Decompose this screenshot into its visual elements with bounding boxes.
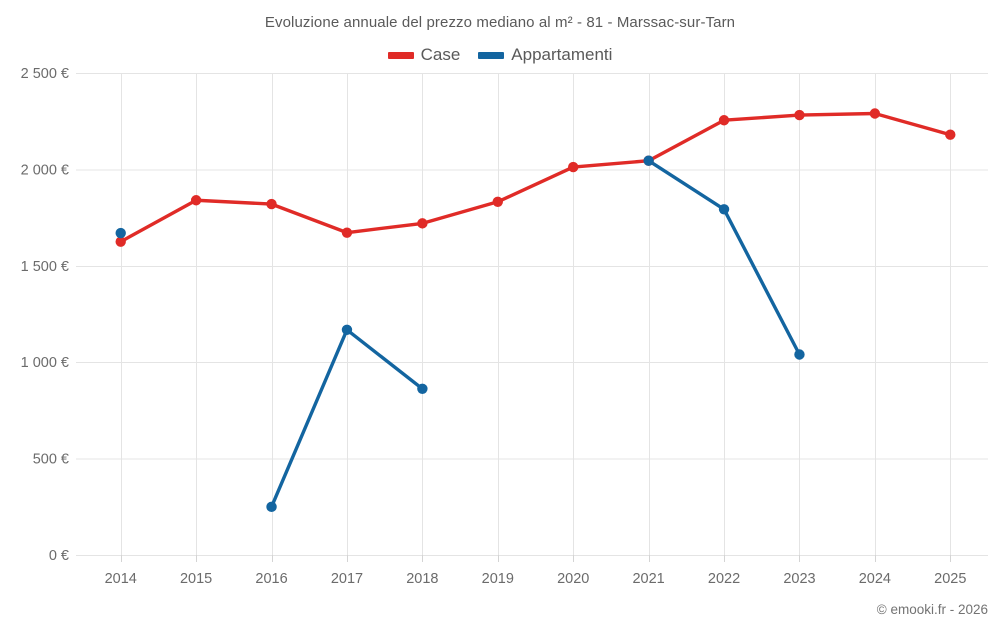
data-point-case-2014[interactable] <box>115 236 126 247</box>
x-tick-label: 2014 <box>105 571 137 587</box>
x-tick-label: 2024 <box>859 571 891 587</box>
data-point-case-2015[interactable] <box>190 195 202 206</box>
data-point-appartamenti-2016[interactable] <box>266 501 277 512</box>
copyright-credit: © emooki.fr - 2026 <box>876 602 988 617</box>
data-point-case-2023[interactable] <box>794 109 805 121</box>
x-tick-label: 2015 <box>180 571 212 587</box>
y-tick-label: 1 000 € <box>21 355 69 371</box>
x-tick-label: 2016 <box>255 571 287 587</box>
x-tick-label: 2017 <box>331 571 363 587</box>
data-point-appartamenti-2023[interactable] <box>794 349 805 360</box>
data-point-appartamenti-2021[interactable] <box>643 155 654 166</box>
data-point-appartamenti-2022[interactable] <box>718 204 730 215</box>
data-point-appartamenti-2014[interactable] <box>115 227 126 239</box>
series-line-case <box>119 111 952 244</box>
x-tick-label: 2022 <box>708 571 740 587</box>
x-tick-label: 2019 <box>482 571 514 587</box>
y-tick-label: 500 € <box>33 452 69 468</box>
data-point-case-2025[interactable] <box>945 129 956 140</box>
legend-label-case: Case <box>420 45 461 64</box>
x-axis-tick-labels: 2014 2015 2016 2017 2018 2019 2020 2021 2022 2023… <box>105 571 967 587</box>
x-tick-label: 2020 <box>557 571 589 587</box>
data-series <box>115 108 956 512</box>
y-tick-label: 1 500 € <box>21 259 69 275</box>
legend-swatch-appartamenti <box>478 51 505 59</box>
data-point-case-2016[interactable] <box>266 198 277 210</box>
legend-swatch-case <box>387 51 414 59</box>
data-point-appartamenti-2017[interactable] <box>341 324 353 336</box>
y-tick-label: 2 500 € <box>21 66 69 82</box>
legend-item-appartamenti[interactable]: Appartamenti <box>478 45 612 65</box>
data-point-appartamenti-2018[interactable] <box>417 383 428 395</box>
y-axis-tick-labels: 0 € 500 € 1 000 € 1 500 € 2 000 € 2 500 € <box>21 66 69 564</box>
data-point-case-2018[interactable] <box>417 218 428 229</box>
legend-label-appartamenti: Appartamenti <box>511 45 613 64</box>
x-gridlines <box>121 73 951 562</box>
x-tick-label: 2025 <box>934 571 966 587</box>
data-point-case-2017[interactable] <box>341 227 353 238</box>
x-tick-label: 2021 <box>632 571 664 587</box>
legend-item-case[interactable]: Case <box>387 45 461 65</box>
chart-title: Evoluzione annuale del prezzo mediano al… <box>264 14 736 31</box>
data-point-case-2020[interactable] <box>568 161 579 173</box>
series-line-appartamenti <box>269 328 425 509</box>
y-tick-label: 2 000 € <box>21 162 69 178</box>
x-tick-label: 2018 <box>406 571 438 587</box>
chart-legend: Case Appartamenti <box>0 45 1000 65</box>
y-tick-label: 0 € <box>49 548 69 564</box>
x-tick-label: 2023 <box>783 571 815 587</box>
data-point-case-2019[interactable] <box>492 196 503 207</box>
data-point-case-2022[interactable] <box>718 115 730 126</box>
gridlines <box>76 73 988 556</box>
data-point-case-2024[interactable] <box>869 108 881 119</box>
